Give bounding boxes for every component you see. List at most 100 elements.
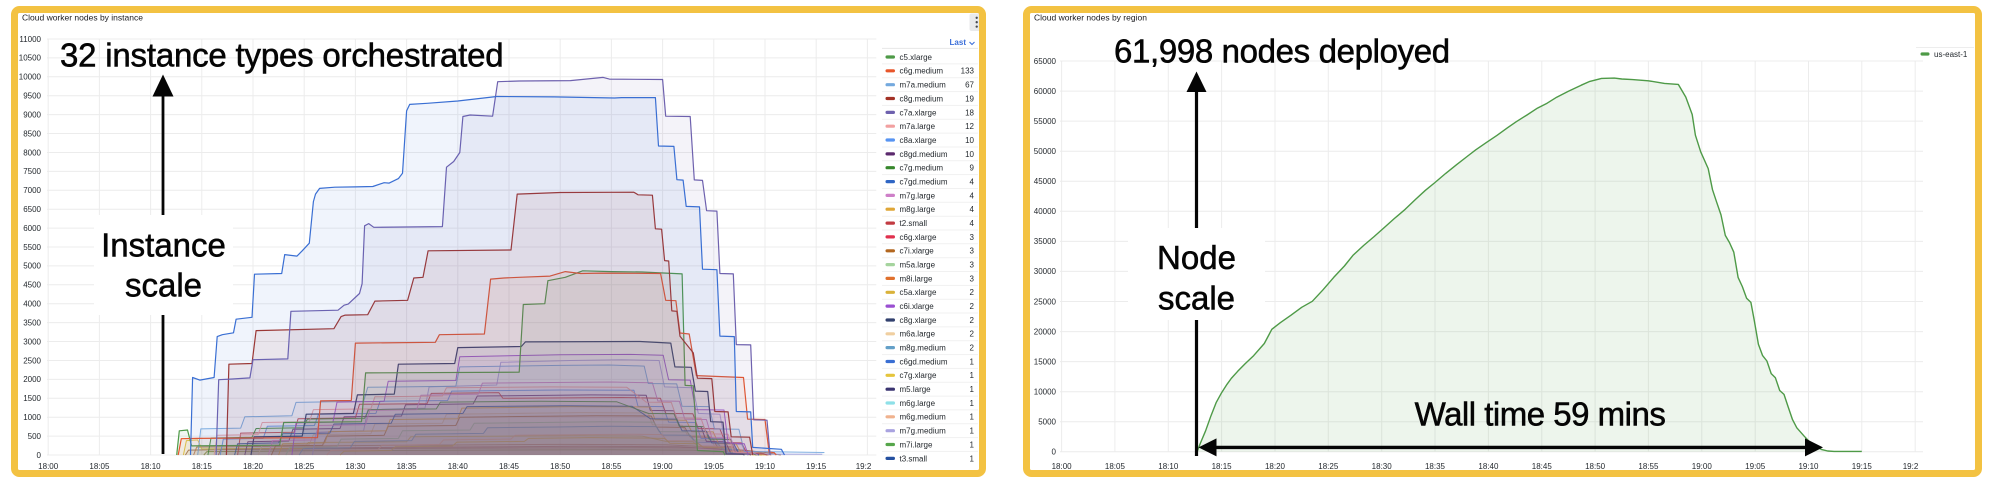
svg-text:32 instance types orchestrated: 32 instance types orchestrated [60, 37, 503, 74]
svg-text:18:20: 18:20 [1265, 462, 1286, 471]
svg-text:m7g.medium: m7g.medium [900, 427, 947, 436]
svg-text:19:10: 19:10 [755, 462, 776, 471]
svg-text:c7a.xlarge: c7a.xlarge [900, 108, 937, 117]
svg-text:18:15: 18:15 [192, 462, 213, 471]
svg-text:1: 1 [970, 440, 975, 449]
svg-text:scale: scale [125, 267, 202, 304]
svg-text:1: 1 [970, 399, 975, 408]
svg-text:19:2: 19:2 [1903, 462, 1919, 471]
svg-text:c7gd.medium: c7gd.medium [900, 178, 948, 187]
svg-text:m7g.large: m7g.large [900, 191, 936, 200]
svg-text:1: 1 [970, 427, 975, 436]
svg-text:133: 133 [961, 67, 975, 76]
svg-text:40000: 40000 [1034, 207, 1057, 216]
svg-text:4500: 4500 [23, 281, 41, 290]
svg-text:18:10: 18:10 [141, 462, 162, 471]
svg-text:18:25: 18:25 [1318, 462, 1339, 471]
svg-text:7000: 7000 [23, 186, 41, 195]
svg-text:3: 3 [970, 247, 975, 256]
svg-text:18:55: 18:55 [1638, 462, 1659, 471]
svg-text:m7a.medium: m7a.medium [900, 81, 947, 90]
svg-text:2: 2 [970, 316, 975, 325]
svg-text:1: 1 [970, 385, 975, 394]
svg-text:18:20: 18:20 [243, 462, 264, 471]
svg-text:Instance: Instance [101, 227, 226, 264]
svg-text:us-east-1: us-east-1 [1934, 50, 1968, 59]
svg-text:10000: 10000 [1034, 388, 1057, 397]
svg-text:2: 2 [970, 288, 975, 297]
svg-text:Last: Last [950, 38, 967, 47]
svg-text:c8gd.medium: c8gd.medium [900, 150, 948, 159]
svg-text:c6i.xlarge: c6i.xlarge [900, 302, 935, 311]
svg-text:7500: 7500 [23, 167, 41, 176]
svg-text:18:30: 18:30 [1372, 462, 1393, 471]
svg-text:18:40: 18:40 [1478, 462, 1499, 471]
svg-text:c7g.xlarge: c7g.xlarge [900, 371, 937, 380]
svg-text:c6g.xlarge: c6g.xlarge [900, 233, 937, 242]
svg-text:3: 3 [970, 261, 975, 270]
svg-text:m6g.medium: m6g.medium [900, 413, 947, 422]
svg-text:67: 67 [965, 81, 974, 90]
svg-text:19: 19 [965, 94, 974, 103]
svg-text:scale: scale [1158, 279, 1235, 316]
svg-text:6000: 6000 [23, 224, 41, 233]
svg-text:18:10: 18:10 [1158, 462, 1179, 471]
svg-text:61,998 nodes deployed: 61,998 nodes deployed [1114, 33, 1450, 70]
svg-text:18:45: 18:45 [1532, 462, 1553, 471]
svg-text:4: 4 [970, 178, 975, 187]
svg-text:c6g.medium: c6g.medium [900, 67, 944, 76]
svg-text:6500: 6500 [23, 205, 41, 214]
svg-text:10: 10 [965, 136, 974, 145]
svg-text:m7a.large: m7a.large [900, 122, 936, 131]
svg-text:11000: 11000 [19, 35, 41, 44]
svg-text:3000: 3000 [23, 337, 41, 346]
svg-text:c5a.xlarge: c5a.xlarge [900, 288, 937, 297]
svg-text:4: 4 [970, 191, 975, 200]
svg-text:12: 12 [965, 122, 974, 131]
svg-text:2: 2 [970, 330, 975, 339]
svg-text:18:05: 18:05 [89, 462, 110, 471]
svg-text:9500: 9500 [23, 92, 41, 101]
svg-text:2: 2 [970, 302, 975, 311]
svg-text:30000: 30000 [1034, 267, 1057, 276]
svg-text:19:05: 19:05 [704, 462, 725, 471]
svg-text:18:05: 18:05 [1105, 462, 1126, 471]
svg-text:19:00: 19:00 [653, 462, 674, 471]
svg-text:2500: 2500 [23, 356, 41, 365]
svg-text:18:50: 18:50 [1585, 462, 1606, 471]
svg-text:65000: 65000 [1034, 57, 1057, 66]
svg-text:45000: 45000 [1034, 177, 1057, 186]
svg-text:1: 1 [970, 357, 975, 366]
svg-text:m5.large: m5.large [900, 385, 932, 394]
svg-text:c8g.medium: c8g.medium [900, 94, 944, 103]
svg-text:2: 2 [970, 344, 975, 353]
svg-text:3: 3 [970, 274, 975, 283]
svg-text:Wall time 59 mins: Wall time 59 mins [1415, 396, 1666, 433]
svg-text:1500: 1500 [23, 394, 41, 403]
svg-text:4: 4 [970, 219, 975, 228]
svg-text:10000: 10000 [19, 73, 42, 82]
svg-text:55000: 55000 [1034, 117, 1057, 126]
svg-text:1: 1 [970, 454, 975, 463]
svg-text:0: 0 [1052, 448, 1057, 457]
svg-text:18:45: 18:45 [499, 462, 520, 471]
svg-text:m7i.large: m7i.large [900, 440, 933, 449]
svg-text:Cloud worker nodes by instance: Cloud worker nodes by instance [22, 13, 143, 23]
svg-text:8500: 8500 [23, 129, 41, 138]
svg-text:10: 10 [965, 150, 974, 159]
svg-text:18:40: 18:40 [448, 462, 469, 471]
svg-text:Node: Node [1157, 239, 1236, 276]
svg-text:m6a.large: m6a.large [900, 330, 936, 339]
svg-text:c7g.medium: c7g.medium [900, 164, 944, 173]
svg-text:20000: 20000 [1034, 327, 1057, 336]
svg-text:18:35: 18:35 [397, 462, 418, 471]
svg-text:500: 500 [28, 432, 42, 441]
svg-text:3: 3 [970, 233, 975, 242]
svg-text:50000: 50000 [1034, 147, 1057, 156]
svg-text:10500: 10500 [19, 54, 42, 63]
svg-text:c6gd.medium: c6gd.medium [900, 357, 948, 366]
svg-text:35000: 35000 [1034, 237, 1057, 246]
svg-text:9: 9 [970, 164, 975, 173]
svg-text:9000: 9000 [23, 110, 41, 119]
svg-text:c8g.xlarge: c8g.xlarge [900, 316, 937, 325]
